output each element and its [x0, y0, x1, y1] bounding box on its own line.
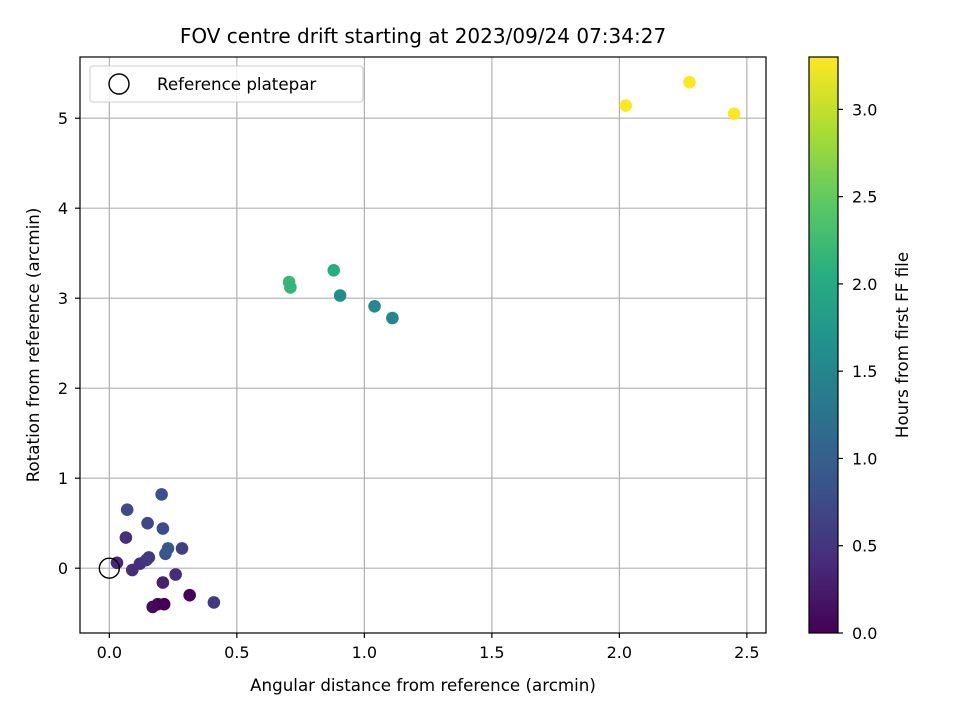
- x-tick-label: 0.5: [224, 643, 249, 662]
- data-point: [727, 107, 741, 120]
- grid-lines: [80, 57, 766, 633]
- data-point: [156, 576, 170, 589]
- x-tick-label: 2.0: [607, 643, 632, 662]
- x-tick-label: 2.5: [734, 643, 759, 662]
- reference-marker-layer: [98, 557, 121, 579]
- data-point: [207, 596, 221, 609]
- legend: Reference platepar: [89, 65, 364, 103]
- y-tick-label: 3: [58, 289, 68, 308]
- data-point: [161, 542, 175, 555]
- x-tick-label: 1.0: [352, 643, 377, 662]
- data-point: [169, 568, 182, 581]
- data-point: [327, 264, 341, 277]
- y-tick-label: 4: [58, 199, 68, 218]
- colorbar-tick-label: 2.0: [852, 275, 877, 294]
- colorbar-gradient: [808, 56, 839, 634]
- legend-box: [89, 65, 364, 103]
- data-point: [386, 311, 399, 325]
- data-point: [175, 542, 189, 555]
- plot-background: [80, 57, 766, 633]
- legend-reference-marker: [108, 73, 130, 95]
- data-point: [619, 99, 633, 112]
- data-point: [368, 300, 381, 313]
- x-axis-label: Angular distance from reference (arcmin): [250, 675, 596, 695]
- data-point: [683, 75, 696, 89]
- data-points: [110, 75, 741, 614]
- x-tick-label: 1.5: [479, 643, 504, 662]
- chart-title: FOV centre drift starting at 2023/09/24 …: [180, 24, 666, 48]
- colorbar-label: Hours from first FF file: [892, 252, 912, 438]
- colorbar-tick-label: 0.0: [852, 624, 877, 643]
- y-tick-label: 0: [58, 559, 68, 578]
- colorbar: 0.0 0.5 1.0 1.5 2.0 2.5 3.0 Hours from first F…: [808, 56, 912, 643]
- reference-platepar-marker: [98, 557, 121, 579]
- x-tick-label: 0.0: [97, 643, 122, 662]
- y-tick-label: 5: [58, 109, 68, 128]
- colorbar-tick-label: 1.5: [852, 362, 877, 381]
- colorbar-ticks: 0.0 0.5 1.0 1.5 2.0 2.5 3.0: [838, 100, 877, 643]
- y-tick-label: 2: [58, 379, 68, 398]
- data-point: [284, 281, 297, 294]
- data-point: [120, 503, 134, 516]
- y-axis-label: Rotation from reference (arcmin): [23, 208, 43, 483]
- data-point: [119, 531, 133, 544]
- y-axis-ticks: 0 1 2 3 4 5: [58, 109, 80, 578]
- colorbar-tick-label: 1.0: [852, 449, 877, 468]
- x-axis-ticks: 0.0 0.5 1.0 1.5 2.0 2.5: [97, 633, 760, 662]
- data-point: [155, 488, 168, 501]
- data-point: [333, 289, 347, 302]
- plot-area: [79, 56, 767, 634]
- colorbar-tick-label: 2.5: [852, 188, 877, 207]
- data-point: [157, 597, 171, 611]
- colorbar-tick-label: 0.5: [852, 537, 877, 556]
- data-point: [141, 516, 154, 530]
- colorbar-tick-label: 3.0: [852, 100, 877, 119]
- plot-frame: [79, 56, 767, 634]
- data-point: [156, 522, 170, 535]
- data-point: [142, 551, 156, 564]
- legend-entry-reference-platepar: Reference platepar: [157, 74, 316, 94]
- y-tick-label: 1: [58, 469, 68, 488]
- data-point: [183, 588, 196, 602]
